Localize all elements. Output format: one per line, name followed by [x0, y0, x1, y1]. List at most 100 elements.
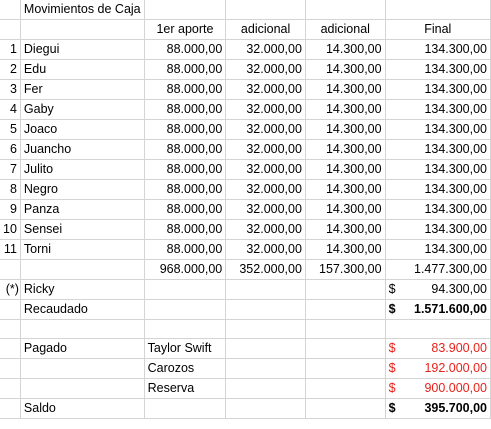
cell[interactable]	[225, 378, 306, 399]
cell[interactable]	[20, 358, 145, 379]
member-name[interactable]: Sensei	[20, 219, 145, 240]
adicional-1-value[interactable]: 32.000,00	[225, 99, 306, 120]
adicional-2-value[interactable]: 14.300,00	[305, 119, 386, 140]
cell[interactable]	[225, 398, 306, 419]
adicional-2-value[interactable]: 14.300,00	[305, 179, 386, 200]
row-number[interactable]: 1	[0, 39, 21, 60]
cell[interactable]	[20, 19, 145, 40]
cell[interactable]	[20, 378, 145, 399]
row-number[interactable]: 4	[0, 99, 21, 120]
ricky-mark[interactable]: (*)	[0, 279, 21, 300]
cell[interactable]	[0, 319, 21, 339]
column-header-adicional-2[interactable]: adicional	[305, 19, 386, 40]
final-value[interactable]: 134.300,00	[385, 59, 491, 80]
member-name[interactable]: Joaco	[20, 119, 145, 140]
cell[interactable]	[385, 0, 491, 20]
cell[interactable]	[0, 338, 21, 359]
cell[interactable]	[305, 319, 386, 339]
member-name[interactable]: Juancho	[20, 139, 145, 160]
adicional-2-value[interactable]: 14.300,00	[305, 139, 386, 160]
cell[interactable]	[385, 319, 491, 339]
row-number[interactable]: 2	[0, 59, 21, 80]
column-header-1er-aporte[interactable]: 1er aporte	[144, 19, 227, 40]
saldo-label[interactable]: Saldo	[20, 398, 145, 419]
cell[interactable]	[144, 279, 227, 300]
cell[interactable]	[225, 0, 306, 20]
cell[interactable]	[0, 259, 21, 280]
row-number[interactable]: 9	[0, 199, 21, 220]
adicional-1-value[interactable]: 32.000,00	[225, 139, 306, 160]
cell[interactable]	[144, 398, 227, 419]
payment-name[interactable]: Reserva	[144, 378, 227, 399]
aporte-value[interactable]: 88.000,00	[144, 179, 227, 200]
adicional-1-value[interactable]: 32.000,00	[225, 179, 306, 200]
cell[interactable]	[0, 398, 21, 419]
cell[interactable]	[0, 19, 21, 40]
final-value[interactable]: 134.300,00	[385, 139, 491, 160]
cell[interactable]	[305, 358, 386, 379]
cell[interactable]	[144, 0, 227, 20]
aporte-value[interactable]: 88.000,00	[144, 159, 227, 180]
aporte-value[interactable]: 88.000,00	[144, 219, 227, 240]
column-header-final[interactable]: Final	[385, 19, 491, 40]
adicional-1-value[interactable]: 32.000,00	[225, 119, 306, 140]
row-number[interactable]: 3	[0, 79, 21, 100]
cell[interactable]	[305, 299, 386, 320]
payment-amount-cell[interactable]: $83.900,00	[385, 338, 491, 359]
adicional-1-value[interactable]: 32.000,00	[225, 59, 306, 80]
payment-amount-cell[interactable]: $192.000,00	[385, 358, 491, 379]
adicional-2-value[interactable]: 14.300,00	[305, 59, 386, 80]
recaudado-label[interactable]: Recaudado	[20, 299, 145, 320]
row-number[interactable]: 6	[0, 139, 21, 160]
final-value[interactable]: 134.300,00	[385, 79, 491, 100]
cell[interactable]	[0, 0, 21, 20]
adicional-1-value[interactable]: 32.000,00	[225, 199, 306, 220]
final-value[interactable]: 134.300,00	[385, 159, 491, 180]
payment-name[interactable]: Carozos	[144, 358, 227, 379]
final-value[interactable]: 134.300,00	[385, 99, 491, 120]
adicional-1-value[interactable]: 32.000,00	[225, 159, 306, 180]
cell[interactable]	[305, 378, 386, 399]
final-value[interactable]: 134.300,00	[385, 239, 491, 260]
aporte-value[interactable]: 88.000,00	[144, 99, 227, 120]
row-number[interactable]: 5	[0, 119, 21, 140]
saldo-amount-cell[interactable]: $395.700,00	[385, 398, 491, 419]
final-value[interactable]: 134.300,00	[385, 119, 491, 140]
member-name[interactable]: Edu	[20, 59, 145, 80]
ricky-amount-cell[interactable]: $94.300,00	[385, 279, 491, 300]
column-header-adicional-1[interactable]: adicional	[225, 19, 306, 40]
adicional-2-value[interactable]: 14.300,00	[305, 199, 386, 220]
adicional-1-value[interactable]: 32.000,00	[225, 79, 306, 100]
aporte-value[interactable]: 88.000,00	[144, 39, 227, 60]
pagado-label[interactable]: Pagado	[20, 338, 145, 359]
adicional-2-value[interactable]: 14.300,00	[305, 39, 386, 60]
cell[interactable]	[305, 0, 386, 20]
adicional-2-value[interactable]: 14.300,00	[305, 219, 386, 240]
adicional-1-value[interactable]: 32.000,00	[225, 219, 306, 240]
final-value[interactable]: 134.300,00	[385, 219, 491, 240]
final-value[interactable]: 134.300,00	[385, 39, 491, 60]
total-1er-aporte[interactable]: 968.000,00	[144, 259, 227, 280]
total-adicional-2[interactable]: 157.300,00	[305, 259, 386, 280]
member-name[interactable]: Diegui	[20, 39, 145, 60]
aporte-value[interactable]: 88.000,00	[144, 139, 227, 160]
cell[interactable]	[225, 279, 306, 300]
member-name[interactable]: Gaby	[20, 99, 145, 120]
final-value[interactable]: 134.300,00	[385, 179, 491, 200]
aporte-value[interactable]: 88.000,00	[144, 59, 227, 80]
cell[interactable]	[225, 358, 306, 379]
aporte-value[interactable]: 88.000,00	[144, 199, 227, 220]
ricky-name[interactable]: Ricky	[20, 279, 145, 300]
cell[interactable]	[20, 259, 145, 280]
adicional-2-value[interactable]: 14.300,00	[305, 239, 386, 260]
total-adicional-1[interactable]: 352.000,00	[225, 259, 306, 280]
adicional-1-value[interactable]: 32.000,00	[225, 239, 306, 260]
row-number[interactable]: 7	[0, 159, 21, 180]
cell[interactable]	[0, 358, 21, 379]
cell[interactable]	[225, 299, 306, 320]
member-name[interactable]: Negro	[20, 179, 145, 200]
cell[interactable]	[0, 299, 21, 320]
cell[interactable]	[144, 299, 227, 320]
payment-name[interactable]: Taylor Swift	[144, 338, 227, 359]
cell[interactable]	[305, 398, 386, 419]
